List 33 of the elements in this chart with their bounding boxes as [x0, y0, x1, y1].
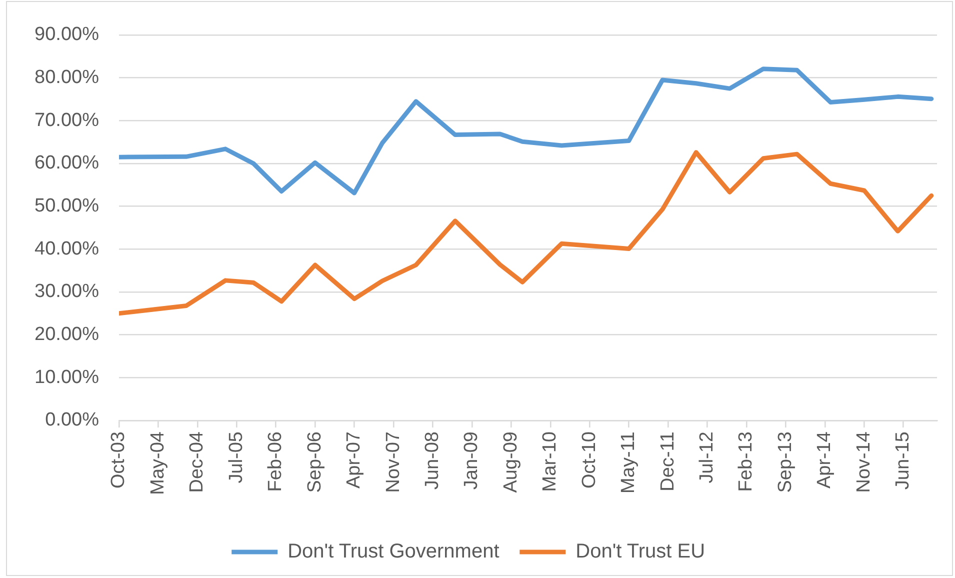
y-tick-label: 30.00% — [34, 281, 100, 302]
x-tick-label: Feb-13 — [736, 432, 757, 492]
legend-label: Don't Trust Government — [288, 540, 500, 563]
x-tick-label: Jul-12 — [696, 432, 718, 484]
x-tick-label: Feb-06 — [265, 432, 286, 492]
y-tick-label: 90.00% — [34, 24, 100, 46]
x-tick-label: Jan-09 — [461, 432, 482, 490]
x-tick-label: Sep-06 — [304, 432, 326, 493]
x-tick-label: Nov-07 — [382, 432, 404, 493]
x-tick-label: Oct-03 — [108, 432, 130, 489]
y-tick-label: 60.00% — [34, 152, 100, 174]
y-tick-label: 50.00% — [34, 196, 100, 217]
y-tick-label: 70.00% — [34, 110, 100, 131]
x-tick-label: Dec-04 — [186, 431, 208, 493]
x-tick-label: Mar-10 — [540, 432, 561, 492]
y-tick-label: 40.00% — [34, 238, 100, 260]
x-tick-label: Sep-13 — [774, 432, 796, 493]
x-tick-label: Oct-10 — [578, 432, 600, 489]
y-tick-label: 20.00% — [34, 324, 100, 346]
x-tick-label: Apr-14 — [814, 431, 836, 489]
legend-label: Don't Trust EU — [576, 540, 706, 563]
x-tick-label: May-04 — [147, 431, 168, 495]
x-tick-label: Aug-09 — [500, 432, 522, 493]
x-tick-label: Jun-15 — [892, 432, 914, 490]
x-tick-label: Jun-08 — [422, 432, 443, 490]
y-tick-label: 10.00% — [34, 366, 100, 388]
x-tick-label: Apr-07 — [344, 432, 365, 489]
x-tick-label: Jul-05 — [226, 432, 247, 484]
x-tick-label: Nov-14 — [853, 431, 874, 493]
y-tick-label: 0.00% — [45, 410, 100, 431]
x-tick-label: Dec-11 — [657, 432, 678, 492]
y-tick-label: 80.00% — [34, 67, 100, 88]
x-tick-label: May-11 — [618, 432, 640, 494]
